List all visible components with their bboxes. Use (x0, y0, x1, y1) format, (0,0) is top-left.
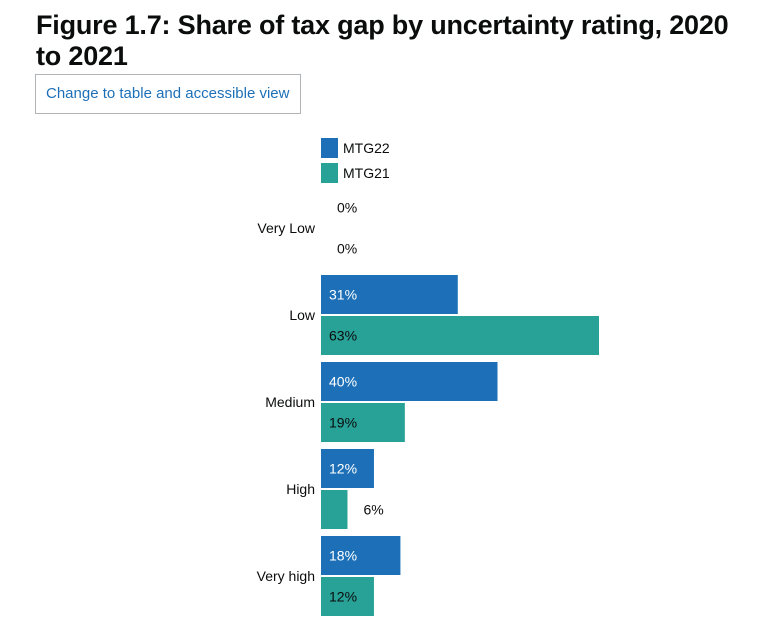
data-label-medium-mtg21: 19% (329, 415, 357, 431)
chart-title: Figure 1.7: Share of tax gap by uncertai… (36, 10, 729, 71)
legend-label-mtg22: MTG22 (343, 140, 390, 156)
category-label-medium: Medium (265, 394, 315, 410)
bar-low-mtg21 (321, 316, 599, 355)
data-label-low-mtg22: 31% (329, 287, 357, 303)
bar-low-mtg22 (321, 275, 458, 314)
legend-swatch-mtg21 (321, 163, 338, 183)
data-label-high-mtg22: 12% (329, 461, 357, 477)
data-label-high-mtg21: 6% (363, 502, 383, 518)
data-label-very-high-mtg21: 12% (329, 589, 357, 605)
legend-swatch-mtg22 (321, 138, 338, 158)
bar-high-mtg22 (321, 449, 374, 488)
bar-medium-mtg22 (321, 362, 498, 401)
bar-medium-mtg21 (321, 403, 405, 442)
category-label-high: High (286, 481, 315, 497)
data-label-very-high-mtg22: 18% (329, 548, 357, 564)
data-label-low-mtg21: 63% (329, 328, 357, 344)
bar-very-high-mtg21 (321, 577, 374, 616)
data-label-very-low-mtg22: 0% (337, 200, 357, 216)
category-label-very-high: Very high (257, 568, 315, 584)
category-label-low: Low (289, 307, 316, 323)
bar-high-mtg21 (321, 490, 348, 529)
legend-label-mtg21: MTG21 (343, 165, 390, 181)
bar-very-high-mtg22 (321, 536, 401, 575)
data-label-very-low-mtg21: 0% (337, 241, 357, 257)
data-label-medium-mtg22: 40% (329, 374, 357, 390)
table-view-toggle-button[interactable]: Change to table and accessible view (35, 74, 301, 114)
category-label-very-low: Very Low (257, 220, 315, 236)
